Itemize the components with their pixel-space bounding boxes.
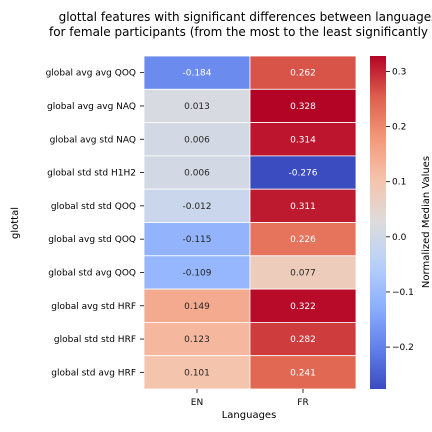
colorbar-tick-label: −0.2: [392, 343, 414, 353]
heatmap-cell: [143, 88, 251, 124]
y-tick-label: global avg avg NAQ: [47, 102, 136, 112]
cell-value-label: 0.262: [290, 69, 316, 79]
cell-value-label: 0.282: [290, 335, 316, 345]
y-axis-label: glottal: [10, 207, 21, 239]
colorbar: [370, 56, 386, 389]
heatmap-cell: [249, 288, 357, 323]
cell-value-label: -0.276: [288, 169, 317, 179]
y-tick-label: global std std HRF: [54, 335, 136, 345]
heatmap-cell: [249, 55, 357, 90]
x-axis-label: Languages: [222, 410, 277, 421]
colorbar-tick-label: 0.3: [392, 67, 406, 77]
cell-value-label: 0.311: [290, 202, 316, 212]
heatmap-cell: [249, 122, 357, 157]
heatmap-cell: [249, 255, 357, 290]
heatmap-cell: [249, 155, 357, 190]
colorbar-tick-label: 0.1: [392, 178, 406, 188]
x-tick-label: EN: [191, 398, 203, 408]
cell-value-label: -0.115: [182, 235, 211, 245]
y-tick-labels: global avg avg QOQ global avg avg NAQ glob…: [46, 69, 144, 378]
cell-value-label: 0.123: [184, 335, 210, 345]
heatmap-cell: [143, 55, 251, 90]
cell-value-label: -0.012: [182, 202, 211, 212]
cell-value-label: 0.149: [184, 302, 210, 312]
heatmap-cell: [249, 321, 357, 357]
heatmap-cell: [249, 355, 357, 390]
chart-title-line-1: glottal features with significant differ…: [59, 10, 432, 24]
heatmap-cell: [249, 222, 357, 257]
y-tick-label: global std std QOQ: [51, 202, 136, 212]
cell-value-label: 0.328: [290, 102, 316, 112]
cell-value-label: 0.241: [290, 368, 316, 378]
cell-value-label: 0.322: [290, 302, 316, 312]
heatmap-cells: -0.184 0.262 0.013 0.328 0.006 0.314 0.006 -0.2…: [143, 55, 357, 390]
x-tick-label: FR: [297, 398, 308, 408]
cell-value-label: 0.077: [290, 268, 316, 278]
cell-value-label: 0.226: [290, 235, 316, 245]
y-tick-label: global avg std NAQ: [50, 135, 136, 145]
cell-value-label: 0.101: [184, 368, 210, 378]
colorbar-label: Normalized Median Values: [421, 156, 432, 288]
colorbar-tick-label: 0.0: [392, 233, 407, 243]
x-tick-labels: EN FR: [191, 389, 309, 408]
heatmap-cell: [249, 88, 357, 124]
colorbar-tick-label: −0.1: [392, 288, 414, 298]
cell-value-label: -0.184: [182, 69, 211, 79]
cell-value-label: 0.013: [184, 102, 210, 112]
colorbar-tick-label: 0.2: [392, 123, 406, 133]
colorbar-ticks: 0.3 0.2 0.1 0.0 −0.1 −0.2: [386, 67, 414, 353]
y-tick-label: global avg std HRF: [51, 302, 136, 312]
y-tick-label: global std avg HRF: [51, 368, 136, 378]
y-tick-label: global std std H1H2: [47, 169, 136, 179]
y-tick-label: global avg avg QOQ: [46, 69, 136, 79]
y-tick-label: global avg std QOQ: [48, 235, 136, 245]
heatmap-cell: [143, 355, 251, 390]
cell-value-label: 0.314: [290, 135, 316, 145]
heatmap-cell: [249, 188, 357, 223]
y-tick-label: global std avg QOQ: [48, 268, 136, 278]
cell-value-label: 0.006: [184, 169, 210, 179]
cell-value-label: -0.109: [182, 268, 211, 278]
chart-title-line-2: for female participants (from the most t…: [49, 25, 432, 39]
cell-value-label: 0.006: [184, 135, 210, 145]
